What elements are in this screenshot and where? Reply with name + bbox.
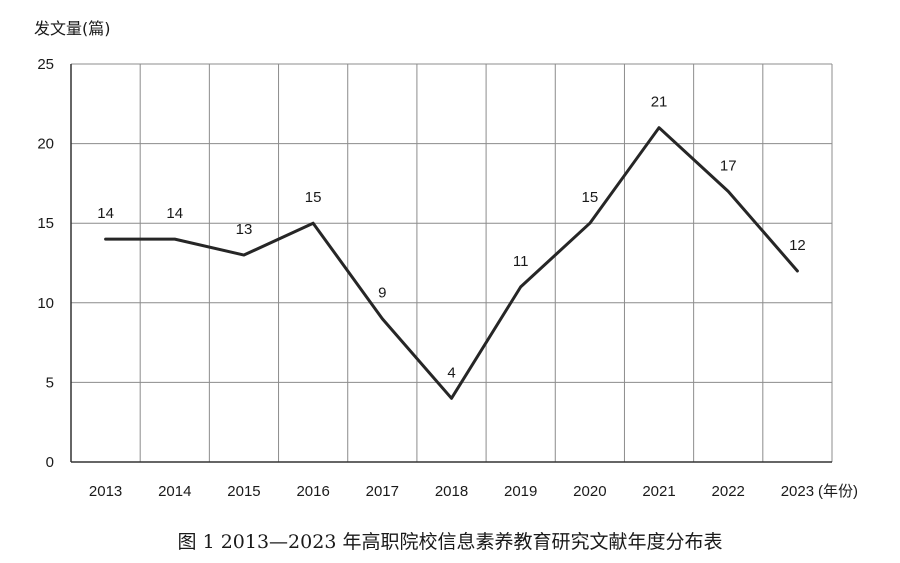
data-label: 14 bbox=[166, 205, 183, 222]
x-tick-label: 2016 bbox=[296, 483, 329, 500]
x-tick-label: 2019 bbox=[504, 483, 537, 500]
data-label: 9 bbox=[378, 285, 386, 302]
y-tick-label: 10 bbox=[37, 295, 54, 312]
grid bbox=[70, 63, 833, 463]
x-tick-label: 2015 bbox=[227, 483, 260, 500]
y-tick-label: 15 bbox=[37, 215, 54, 232]
x-tick-label: 2022 bbox=[712, 483, 745, 500]
x-tick-label: 2018 bbox=[435, 483, 468, 500]
data-label: 14 bbox=[97, 205, 114, 222]
x-tick-label: 2013 bbox=[89, 483, 122, 500]
data-label: 21 bbox=[651, 94, 668, 111]
x-tick-labels: 2013 2014 2015 2016 2017 2018 2019 2020 2021 2022… bbox=[89, 483, 814, 500]
data-label: 11 bbox=[513, 253, 529, 270]
y-tick-labels: 0 5 10 15 20 25 bbox=[37, 56, 54, 471]
y-tick-label: 5 bbox=[46, 374, 54, 391]
data-label: 4 bbox=[447, 364, 455, 381]
y-axis-title: 发文量(篇) bbox=[34, 19, 111, 38]
data-label: 13 bbox=[236, 221, 253, 238]
x-tick-label: 2017 bbox=[366, 483, 399, 500]
series-line bbox=[104, 126, 799, 400]
x-tick-label: 2021 bbox=[642, 483, 675, 500]
x-tick-label: 2020 bbox=[573, 483, 606, 500]
y-tick-label: 25 bbox=[37, 56, 54, 73]
x-tick-label: 2023 bbox=[781, 483, 814, 500]
data-label: 15 bbox=[305, 189, 322, 206]
x-axis-unit-label: (年份) bbox=[818, 483, 858, 500]
data-labels: 14 14 13 15 9 4 11 15 21 17 12 bbox=[97, 94, 806, 382]
x-tick-label: 2014 bbox=[158, 483, 191, 500]
data-label: 17 bbox=[720, 157, 737, 174]
data-label: 15 bbox=[582, 189, 599, 206]
data-label: 12 bbox=[789, 237, 806, 254]
y-tick-label: 0 bbox=[46, 454, 54, 471]
y-tick-label: 20 bbox=[37, 136, 54, 153]
figure-caption: 图 1 2013—2023 年高职院校信息素养教育研究文献年度分布表 bbox=[178, 531, 723, 553]
